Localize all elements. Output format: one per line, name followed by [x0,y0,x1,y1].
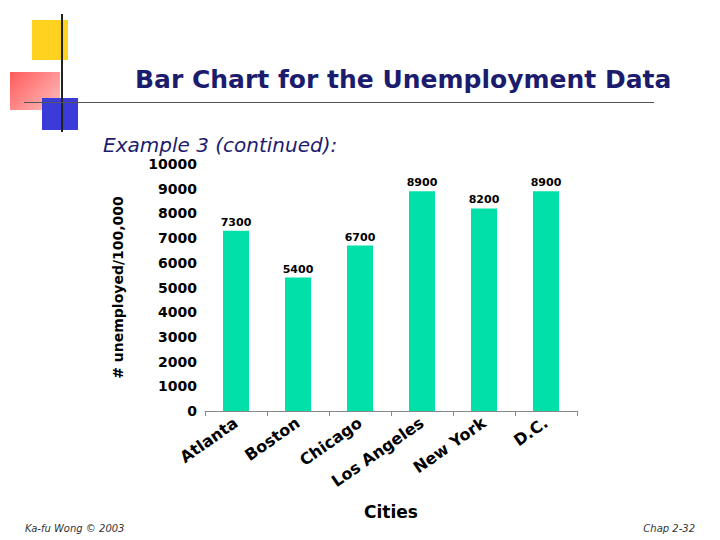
svg-text:Chap 2-32: Chap 2-32 [643,523,695,534]
svg-text:7000: 7000 [158,230,197,246]
svg-text:8900: 8900 [407,176,438,189]
svg-text:2000: 2000 [158,354,197,370]
svg-text:5400: 5400 [283,263,314,276]
svg-text:9000: 9000 [158,181,197,197]
svg-text:Bar Chart for the Unemployment: Bar Chart for the Unemployment Data [135,65,671,94]
svg-text:8900: 8900 [531,176,562,189]
svg-text:6700: 6700 [345,231,376,244]
svg-text:Los Angeles: Los Angeles [328,413,428,491]
svg-text:4000: 4000 [158,304,197,320]
svg-text:7300: 7300 [221,216,252,229]
svg-text:8200: 8200 [469,193,500,206]
svg-text:# unemployed/100,000: # unemployed/100,000 [110,196,126,379]
svg-text:5000: 5000 [158,280,197,296]
svg-text:Example 3 (continued):: Example 3 (continued): [103,133,337,157]
svg-text:10000: 10000 [148,156,197,172]
svg-text:3000: 3000 [158,329,197,345]
svg-text:D.C.: D.C. [510,413,551,450]
svg-text:Cities: Cities [364,502,418,522]
svg-text:Atlanta: Atlanta [176,413,241,467]
svg-text:Boston: Boston [241,413,303,465]
svg-text:1000: 1000 [158,378,197,394]
svg-text:Chicago: Chicago [296,413,366,470]
svg-text:Ka-fu Wong © 2003: Ka-fu Wong © 2003 [25,523,124,534]
svg-text:6000: 6000 [158,255,197,271]
svg-text:0: 0 [187,403,197,419]
svg-text:New York: New York [410,413,490,477]
svg-text:8000: 8000 [158,205,197,221]
